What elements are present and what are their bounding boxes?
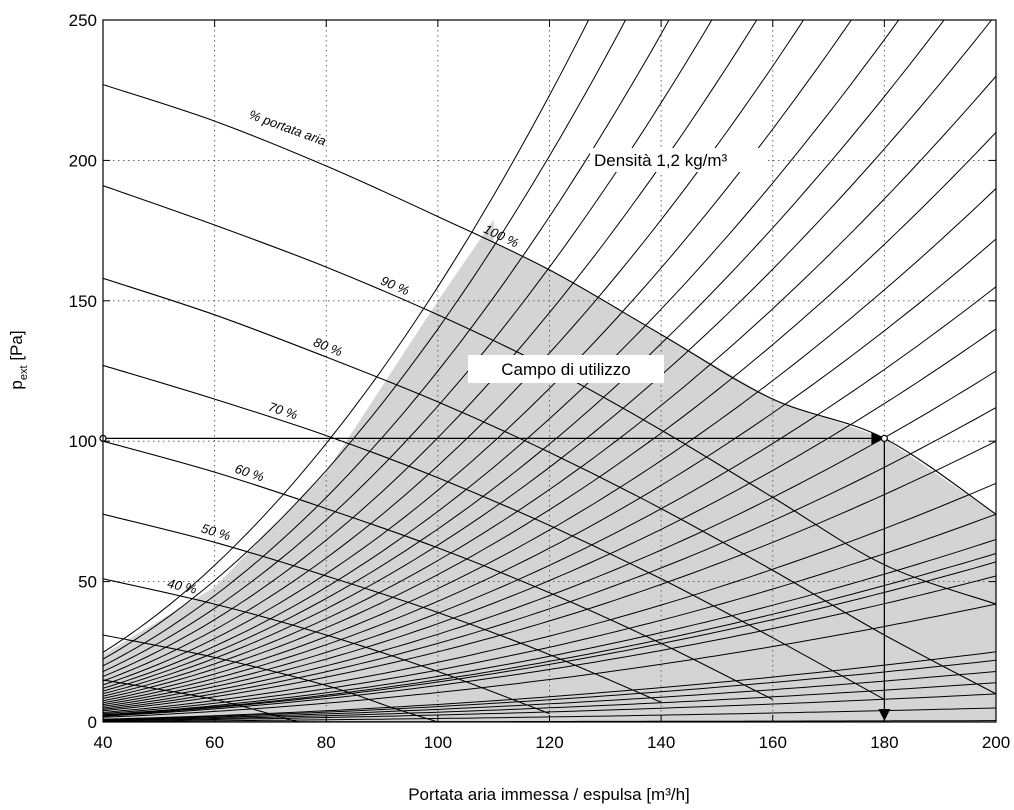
x-tick-label: 200 [982, 733, 1010, 752]
fan-curve [103, 364, 885, 700]
system-curve [103, 575, 996, 717]
system-curve [103, 20, 945, 692]
x-tick-label: 40 [94, 733, 113, 752]
x-tick-label: 160 [759, 733, 787, 752]
x-axis-title: Portata aria immessa / espulsa [m³/h] [408, 785, 690, 804]
x-tick-label: 140 [647, 733, 675, 752]
fan-curve-label: 40 % [166, 576, 198, 597]
x-tick-label: 100 [424, 733, 452, 752]
system-curve [103, 20, 590, 653]
system-curve [103, 682, 996, 721]
y-axis-unit: [Pa] [7, 330, 26, 365]
system-curve [103, 407, 996, 710]
system-curve [103, 188, 996, 702]
system-curve [103, 328, 996, 707]
system-curve [103, 693, 996, 722]
system-curve [103, 561, 996, 717]
system-curve [103, 131, 996, 699]
x-tick-label: 80 [317, 733, 336, 752]
x-tick-label: 120 [535, 733, 563, 752]
system-curve [103, 440, 996, 712]
system-curve [103, 20, 758, 677]
fan-curve [103, 277, 996, 695]
density-label: Densità 1,2 kg/m³ [594, 151, 728, 170]
y-tick-label: 250 [69, 11, 97, 30]
fan-curve [103, 679, 299, 722]
system-curve [103, 286, 996, 706]
usage-field-label: Campo di utilizzo [501, 360, 630, 379]
system-curve [103, 659, 996, 720]
system-curve [103, 370, 996, 709]
system-curve [103, 482, 996, 713]
y-tick-label: 100 [69, 432, 97, 451]
x-tick-label: 180 [870, 733, 898, 752]
y-axis-title: pext [Pa] [7, 330, 30, 389]
x-tick-label: 60 [205, 733, 224, 752]
system-curve [103, 20, 670, 667]
system-curve [103, 20, 627, 660]
system-curve [103, 651, 996, 720]
system-curve [103, 671, 996, 721]
system-curve [103, 238, 996, 704]
system-curve [103, 553, 996, 716]
fan-curve [103, 578, 550, 715]
density-label-bg [590, 148, 766, 172]
y-axis-subscript: ext [18, 365, 30, 380]
usage-field-label-bg [468, 355, 664, 383]
system-curve [103, 20, 993, 695]
system-curve [103, 20, 900, 689]
fan-curve [103, 440, 774, 700]
system-curve [103, 20, 805, 682]
system-curve [103, 75, 996, 697]
y-tick-label: 200 [69, 151, 97, 170]
fan-curve [103, 84, 996, 515]
system-curve [103, 539, 996, 716]
system-curve [103, 20, 852, 686]
fan-curve [103, 513, 662, 703]
y-tick-label: 50 [78, 573, 97, 592]
y-axis-symbol: p [7, 380, 26, 389]
y-tick-label: 0 [88, 713, 97, 732]
fan-curve [103, 634, 439, 722]
system-curve [103, 20, 713, 672]
system-curve [103, 513, 996, 715]
y-tick-label: 150 [69, 292, 97, 311]
operating-point [880, 434, 888, 442]
